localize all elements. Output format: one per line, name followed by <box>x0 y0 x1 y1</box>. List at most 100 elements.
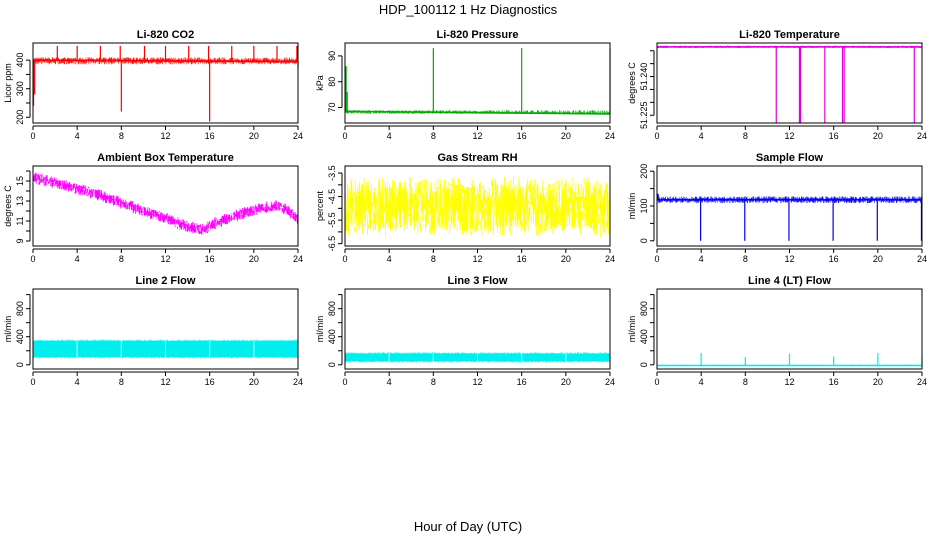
x-tick-label: 4 <box>387 254 392 264</box>
panel-title: Line 4 (LT) Flow <box>748 275 831 287</box>
x-tick-label: 4 <box>387 377 392 387</box>
plot-frame <box>344 165 611 247</box>
y-tick-label: 400 <box>639 329 649 344</box>
x-tick-label: 0 <box>342 377 347 387</box>
x-tick-label: 24 <box>605 254 615 264</box>
x-tick-label: 12 <box>472 131 482 141</box>
y-axis-label: ml/min <box>627 193 637 220</box>
y-axis: 9 11 13 15 <box>15 170 31 244</box>
x-tick-label: 16 <box>829 377 839 387</box>
y-axis-label: ml/min <box>315 316 325 343</box>
x-tick-label: 12 <box>784 254 794 264</box>
x-tick-label: 20 <box>249 131 259 141</box>
x-tick-label: 8 <box>743 377 748 387</box>
x-tick-label: 12 <box>472 254 482 264</box>
panel-title: Ambient Box Temperature <box>97 152 234 164</box>
x-tick-label: 8 <box>119 377 124 387</box>
x-tick-label: 16 <box>205 377 215 387</box>
figure-title: HDP_100112 1 Hz Diagnostics <box>379 2 558 17</box>
y-axis: 0 400 800 <box>15 294 31 367</box>
x-tick-label: 4 <box>699 254 704 264</box>
x-tick-label: 24 <box>293 377 303 387</box>
y-axis-label: kPa <box>315 75 325 91</box>
x-tick-label: 8 <box>743 131 748 141</box>
data-series <box>32 45 299 122</box>
x-tick-label: 0 <box>30 377 35 387</box>
y-tick-label: 51.240 <box>639 63 649 91</box>
x-tick-label: 4 <box>75 131 80 141</box>
y-tick-label: 100 <box>639 198 649 213</box>
x-tick-label: 24 <box>917 254 927 264</box>
y-axis: -6.5 -5.5 -4.5 -3.5 <box>327 165 343 252</box>
x-tick-label: 0 <box>342 254 347 264</box>
y-axis-label: degrees C <box>3 185 13 227</box>
y-axis: 70 80 90 <box>327 51 343 113</box>
x-tick-label: 12 <box>784 131 794 141</box>
chart-panel: Sample Flow 0 4 8 12 16 20 24 0 100 200 ml/min <box>627 152 927 264</box>
data-series <box>344 176 611 238</box>
y-tick-label: 200 <box>639 164 649 179</box>
plot-frame <box>32 42 299 124</box>
panel-title: Li-820 CO2 <box>137 29 194 41</box>
x-tick-label: 24 <box>605 377 615 387</box>
x-axis: 0 4 8 12 16 20 24 <box>342 371 615 387</box>
x-tick-label: 8 <box>119 131 124 141</box>
data-series <box>344 352 611 363</box>
data-series <box>656 193 923 241</box>
x-tick-label: 0 <box>30 254 35 264</box>
plot-frame <box>344 42 611 124</box>
y-axis: 200 300 400 <box>15 53 31 125</box>
y-tick-label: 13 <box>15 196 25 206</box>
x-tick-label: 8 <box>119 254 124 264</box>
x-tick-label: 20 <box>873 377 883 387</box>
y-tick-label: 11 <box>15 216 25 225</box>
x-tick-label: 24 <box>917 131 927 141</box>
panel-title: Line 3 Flow <box>448 275 508 287</box>
chart-panel: Li-820 Temperature 0 4 8 12 16 20 24 51.225 51.24… <box>627 29 927 141</box>
x-axis: 0 4 8 12 16 20 24 <box>30 248 303 264</box>
x-tick-label: 4 <box>75 377 80 387</box>
y-tick-label: 51.225 <box>639 101 649 129</box>
y-axis: 0 400 800 <box>327 294 343 367</box>
plot-frame <box>656 288 923 370</box>
y-tick-label: 200 <box>15 110 25 125</box>
data-series <box>656 352 923 367</box>
x-tick-label: 0 <box>30 131 35 141</box>
y-tick-label: -6.5 <box>327 236 337 252</box>
y-tick-label: 80 <box>327 77 337 87</box>
y-tick-label: 800 <box>639 301 649 316</box>
x-tick-label: 12 <box>160 131 170 141</box>
x-tick-label: 16 <box>517 377 527 387</box>
x-axis: 0 4 8 12 16 20 24 <box>30 371 303 387</box>
y-tick-label: -5.5 <box>327 212 337 228</box>
x-tick-label: 8 <box>431 377 436 387</box>
x-tick-label: 8 <box>431 254 436 264</box>
data-series <box>344 48 611 115</box>
panel-title: Sample Flow <box>756 152 824 164</box>
x-tick-label: 16 <box>517 131 527 141</box>
y-tick-label: 300 <box>15 81 25 96</box>
y-tick-label: 800 <box>15 301 25 316</box>
y-axis-label: Licor ppm <box>3 63 13 103</box>
y-axis: 0 400 800 <box>639 294 655 367</box>
x-tick-label: 4 <box>387 131 392 141</box>
panel-title: Li-820 Pressure <box>437 29 519 41</box>
plot-frame <box>32 165 299 247</box>
y-tick-label: 0 <box>15 362 25 367</box>
x-tick-label: 20 <box>249 254 259 264</box>
y-axis-label: ml/min <box>627 316 637 343</box>
data-series <box>32 339 299 359</box>
y-axis: 51.225 51.240 <box>639 50 655 129</box>
y-tick-label: 0 <box>327 362 337 367</box>
x-tick-label: 12 <box>160 254 170 264</box>
y-axis: 0 100 200 <box>639 164 655 243</box>
chart-panel: Li-820 Pressure 0 4 8 12 16 20 24 70 80 90 kPa <box>315 29 615 141</box>
y-tick-label: 800 <box>327 301 337 316</box>
x-axis: 0 4 8 12 16 20 24 <box>654 371 927 387</box>
y-tick-label: -3.5 <box>327 165 337 181</box>
series-baseline-line <box>344 110 611 115</box>
